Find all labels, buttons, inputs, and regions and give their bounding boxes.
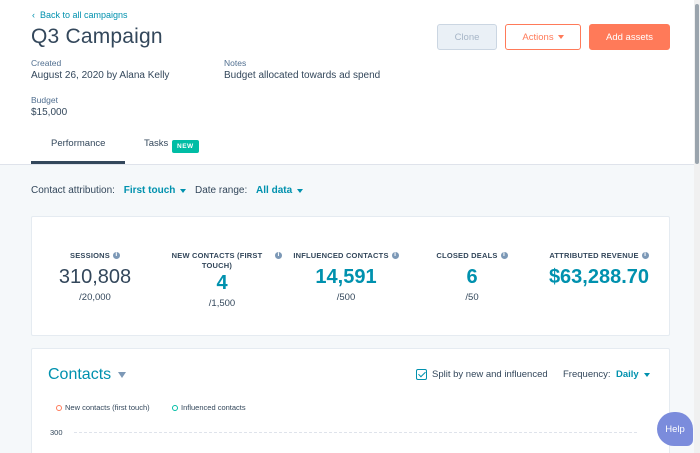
info-icon[interactable]: i (275, 252, 282, 259)
created-label: Created (31, 58, 62, 68)
active-tab-indicator (31, 161, 125, 164)
caret-down-icon (297, 188, 304, 193)
metric-label: SESSIONS (70, 251, 110, 260)
metric-value: $63,288.70 (548, 266, 650, 288)
actions-button[interactable]: Actions (505, 24, 581, 50)
metric-label: NEW CONTACTS (FIRST TOUCH) (171, 251, 263, 270)
created-value: August 26, 2020 by Alana Kelly (31, 70, 170, 81)
back-to-campaigns-link[interactable]: ‹ Back to all campaigns (32, 10, 128, 20)
metric-attributed-revenue: ATTRIBUTED REVENUE i $63,288.70 (534, 251, 664, 289)
tab-tasks[interactable]: Tasks (144, 138, 169, 149)
metric-value: 14,591 (315, 266, 377, 288)
chevron-left-icon: ‹ (32, 10, 35, 20)
caret-down-icon (643, 372, 650, 377)
budget-value: $15,000 (31, 107, 68, 118)
split-label: Split by new and influenced (432, 369, 548, 380)
info-icon[interactable]: i (112, 252, 120, 259)
metric-sessions: SESSIONS i 310,808 /20,000 (35, 251, 155, 303)
contacts-report-dropdown[interactable]: Contacts (48, 366, 127, 384)
caret-down-icon (118, 372, 127, 378)
metrics-card: SESSIONS i 310,808 /20,000 NEW CONTACTS (… (31, 216, 670, 336)
metric-goal: /1,500 (208, 298, 236, 309)
contacts-card: Contacts Split by new and influenced Fre… (31, 348, 670, 453)
contact-attribution-filter: Contact attribution: First touch (31, 185, 187, 196)
legend-item-new-contacts[interactable]: New contacts (first touch) (56, 403, 150, 412)
help-button[interactable]: Help (657, 412, 693, 446)
legend-dot-icon (56, 404, 62, 411)
back-link-label: Back to all campaigns (40, 10, 128, 20)
metric-label: CLOSED DEALS (436, 251, 498, 260)
page-title: Q3 Campaign (31, 25, 163, 48)
metric-value: 4 (216, 272, 228, 294)
date-range-filter: Date range: All data (195, 185, 304, 196)
new-badge: NEW (172, 140, 199, 153)
date-range-dropdown[interactable]: All data (256, 185, 304, 196)
scrollbar-thumb[interactable] (695, 4, 699, 164)
notes-value: Budget allocated towards ad spend (224, 70, 381, 81)
attribution-value: First touch (123, 185, 176, 196)
metric-closed-deals: CLOSED DEALS i 6 /50 (412, 251, 532, 303)
campaign-header: ‹ Back to all campaigns Q3 Campaign Crea… (0, 0, 700, 165)
legend-dot-icon (172, 404, 178, 411)
info-icon[interactable]: i (500, 252, 508, 259)
metric-label: INFLUENCED CONTACTS (293, 251, 389, 260)
attribution-label: Contact attribution: (31, 185, 115, 196)
actions-label: Actions (522, 31, 554, 43)
metric-label: ATTRIBUTED REVENUE (549, 251, 639, 260)
legend-label: Influenced contacts (181, 403, 246, 412)
metric-goal: /20,000 (79, 292, 111, 303)
caret-down-icon (180, 188, 187, 193)
contacts-title: Contacts (48, 366, 112, 383)
tab-performance[interactable]: Performance (51, 138, 106, 149)
add-assets-button[interactable]: Add assets (589, 24, 670, 50)
date-range-label: Date range: (195, 185, 248, 196)
date-range-value: All data (256, 185, 293, 196)
metric-new-contacts: NEW CONTACTS (FIRST TOUCH) i 4 /1,500 (162, 251, 282, 309)
split-checkbox[interactable] (416, 369, 427, 380)
legend-item-influenced-contacts[interactable]: Influenced contacts (172, 403, 246, 412)
metric-goal: /500 (336, 292, 356, 303)
info-icon[interactable]: i (391, 252, 399, 259)
y-axis-tick: 300 (50, 428, 63, 437)
frequency-value: Daily (616, 369, 639, 380)
scrollbar[interactable] (694, 0, 700, 453)
frequency-label: Frequency: (563, 369, 611, 380)
budget-label: Budget (31, 95, 58, 105)
info-icon[interactable]: i (641, 252, 649, 259)
metric-value: 310,808 (58, 266, 132, 288)
metric-influenced-contacts: INFLUENCED CONTACTS i 14,591 /500 (286, 251, 406, 303)
metric-goal: /50 (465, 292, 479, 303)
frequency-dropdown[interactable]: Daily (616, 369, 650, 380)
clone-button[interactable]: Clone (437, 24, 497, 50)
legend-label: New contacts (first touch) (65, 403, 150, 412)
chart-gridline (74, 432, 637, 433)
caret-down-icon (557, 35, 564, 39)
notes-label: Notes (224, 58, 247, 68)
metric-value: 6 (466, 266, 478, 288)
attribution-dropdown[interactable]: First touch (124, 185, 187, 196)
